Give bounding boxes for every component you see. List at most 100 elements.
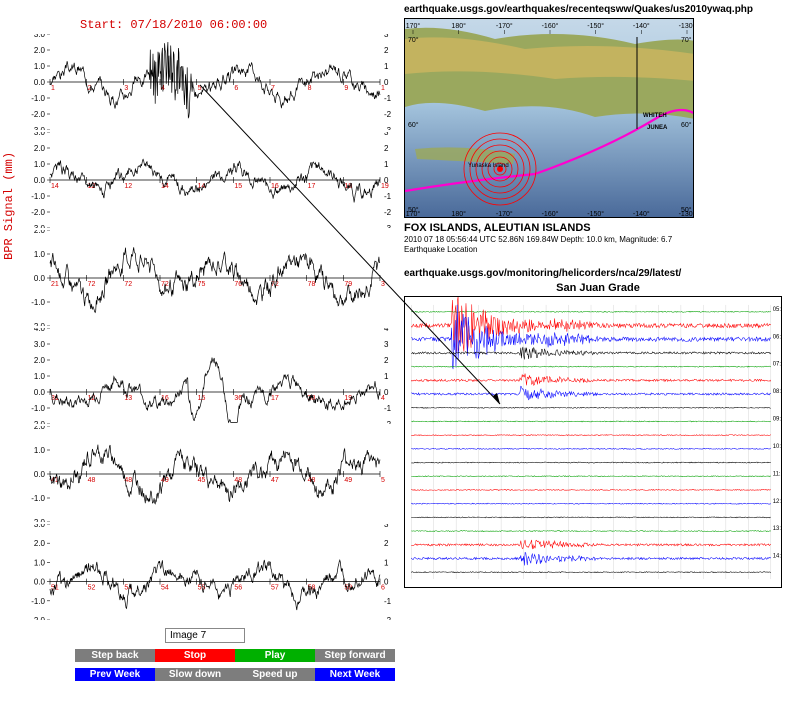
svg-text:1: 1 [381,85,385,92]
svg-text:0.0: 0.0 [34,388,46,397]
prev-week-button[interactable]: Prev Week [75,668,155,681]
svg-text:3.0: 3.0 [34,340,46,349]
svg-text:0.0: 0.0 [34,78,46,87]
svg-text:45: 45 [198,477,206,484]
svg-text:-150°: -150° [587,210,604,218]
svg-text:2.0: 2.0 [34,144,46,153]
signal-panel: -2.0-1.00.01.02.04148484945484748495 [25,426,400,522]
svg-text:3: 3 [384,132,389,137]
svg-text:10:15: 10:15 [773,444,781,450]
svg-text:-2.0: -2.0 [31,110,45,119]
svg-text:3.0: 3.0 [34,132,46,137]
eq-title: FOX ISLANDS, ALEUTIAN ISLANDS [404,222,792,234]
speed-up-button[interactable]: Speed up [235,668,315,681]
svg-text:-2: -2 [384,616,392,620]
svg-text:60°: 60° [681,121,692,129]
svg-text:-1: -1 [384,192,392,201]
svg-text:2.0: 2.0 [34,426,46,431]
svg-text:1: 1 [384,160,389,169]
slow-down-button[interactable]: Slow down [155,668,235,681]
svg-text:05:15: 05:15 [773,307,781,313]
svg-text:47: 47 [271,477,279,484]
helicorder: 05:1506:1507:1508:1509:1510:1511:1512:15… [404,296,782,588]
svg-text:2: 2 [384,356,389,365]
svg-text:2.0: 2.0 [34,539,46,548]
svg-text:-2: -2 [384,208,392,217]
button-row-2: Prev WeekSlow downSpeed upNext Week [75,668,400,681]
svg-text:-2: -2 [384,110,392,119]
main-container: BPR Signal (mm) Start: 07/18/2010 06:00:… [0,0,800,702]
right-panel: earthquake.usgs.gov/earthquakes/recenteq… [400,0,800,702]
svg-text:-170°: -170° [496,22,513,30]
svg-text:78: 78 [308,281,316,288]
stop-button[interactable]: Stop [155,649,235,662]
svg-text:1.0: 1.0 [34,160,46,169]
svg-text:-1.0: -1.0 [31,597,45,606]
url-2: earthquake.usgs.gov/monitoring/helicorde… [404,268,792,279]
svg-text:-2.0: -2.0 [31,208,45,217]
svg-text:-140°: -140° [633,22,650,30]
svg-text:1.0: 1.0 [34,558,46,567]
image-input[interactable]: Image 7 [165,628,245,643]
signal-panel: -3.0-2.0-1.00.01.02.03.0-3-2-10123141212… [25,132,400,228]
svg-text:50°: 50° [681,206,692,214]
svg-text:75: 75 [198,281,206,288]
svg-text:1.0: 1.0 [34,250,46,259]
svg-text:07:15: 07:15 [773,362,781,368]
svg-text:2.0: 2.0 [34,46,46,55]
svg-text:-2.0: -2.0 [31,420,45,424]
url-1: earthquake.usgs.gov/earthquakes/recenteq… [404,4,792,15]
svg-text:3: 3 [381,281,385,288]
svg-text:3: 3 [124,85,128,92]
svg-text:1.0: 1.0 [34,372,46,381]
svg-text:79: 79 [344,281,352,288]
svg-text:3: 3 [384,340,389,349]
svg-text:70°: 70° [408,36,419,44]
svg-text:170°: 170° [406,22,421,30]
svg-text:-2.0: -2.0 [31,322,45,326]
signal-panel: -3.0-2.0-1.00.01.02.03.0-3-2-10123123456… [25,34,400,130]
svg-text:2.0: 2.0 [34,356,46,365]
step-back-button[interactable]: Step back [75,649,155,662]
svg-text:4: 4 [384,328,389,333]
svg-text:3.0: 3.0 [34,524,46,529]
svg-text:3.0: 3.0 [34,34,46,39]
play-button[interactable]: Play [235,649,315,662]
svg-text:1: 1 [384,372,389,381]
next-week-button[interactable]: Next Week [315,668,395,681]
helicorder-title: San Juan Grade [404,282,792,294]
svg-text:1: 1 [384,558,389,567]
map: 170°170°180°180°-170°-170°-160°-160°-150… [404,18,694,218]
svg-text:49: 49 [344,477,352,484]
svg-text:19: 19 [381,183,389,190]
svg-text:08:15: 08:15 [773,389,781,395]
step-forward-button[interactable]: Step forward [315,649,395,662]
svg-text:14: 14 [51,183,59,190]
signal-stack: -3.0-2.0-1.00.01.02.03.0-3-2-10123123456… [25,34,400,620]
svg-text:09:15: 09:15 [773,417,781,423]
svg-text:-1: -1 [384,597,392,606]
svg-text:6: 6 [234,85,238,92]
svg-text:06:15: 06:15 [773,334,781,340]
svg-text:50°: 50° [408,206,419,214]
svg-text:2: 2 [384,539,389,548]
svg-text:4.0: 4.0 [34,328,46,333]
svg-text:JUNEA: JUNEA [647,125,668,131]
svg-text:-2: -2 [384,420,392,424]
svg-text:11:15: 11:15 [773,471,781,477]
svg-text:2: 2 [384,46,389,55]
eq-location-label: Earthquake Location [404,245,792,254]
svg-text:15: 15 [234,183,242,190]
svg-text:0.0: 0.0 [34,274,46,283]
svg-text:54: 54 [161,585,169,592]
svg-text:0.0: 0.0 [34,176,46,185]
svg-text:-1.0: -1.0 [31,94,45,103]
svg-text:-150°: -150° [587,22,604,30]
svg-text:2.0: 2.0 [34,230,46,235]
svg-text:52: 52 [88,585,96,592]
svg-text:48: 48 [88,477,96,484]
svg-text:14:15: 14:15 [773,554,781,560]
svg-text:2: 2 [384,144,389,153]
svg-text:180°: 180° [451,22,466,30]
svg-text:17: 17 [271,395,279,402]
